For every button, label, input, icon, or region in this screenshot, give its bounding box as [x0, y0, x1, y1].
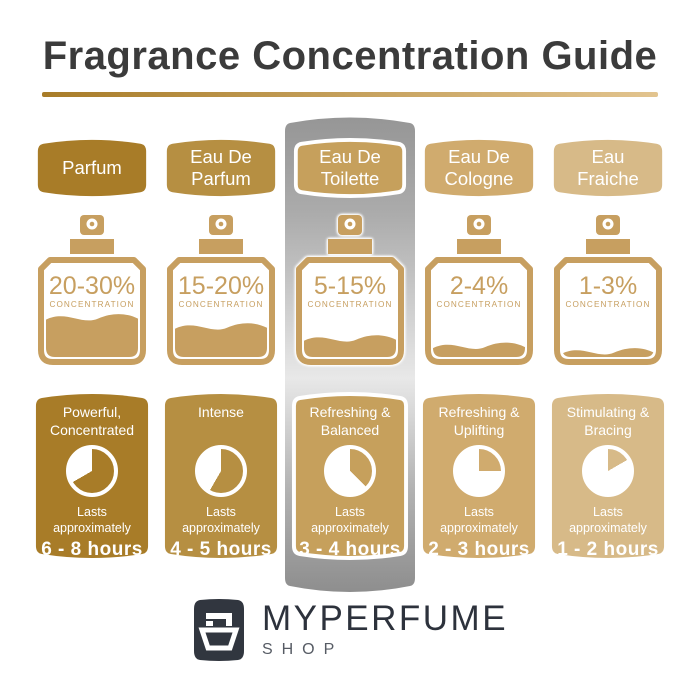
bottle-liquid-level — [562, 348, 654, 357]
perfume-bottle-icon: 20-30% CONCENTRATION — [38, 215, 146, 365]
lasts-label: Lasts approximately — [440, 505, 518, 536]
nozzle-dot — [605, 221, 611, 227]
duration-card: Refreshing & Balanced Lasts approximatel… — [291, 390, 409, 562]
concentration-label: CONCENTRATION — [307, 300, 392, 309]
bottle-cap — [328, 239, 372, 254]
bottle-body — [425, 257, 533, 365]
bottle-liquid-level — [46, 314, 138, 357]
duration-value: 4 - 5 hours — [170, 538, 272, 560]
concentration-value: 15-20% — [178, 272, 264, 300]
concentration-value: 5-15% — [314, 272, 386, 300]
duration-card: Stimulating & Bracing Lasts approximatel… — [549, 390, 667, 562]
column-title: Eau De Toilette — [319, 145, 381, 189]
column-header-badge: Parfum — [35, 137, 149, 199]
bottle-liquid-level — [175, 323, 267, 357]
duration-clock-icon — [195, 445, 247, 497]
duration-clock-icon — [66, 445, 118, 497]
concentration-label: CONCENTRATION — [436, 300, 521, 309]
nozzle-dot — [218, 221, 224, 227]
concentration-label: CONCENTRATION — [565, 300, 650, 309]
perfume-bottle-icon: 2-4% CONCENTRATION — [425, 215, 533, 365]
duration-card: Intense Lasts approximately 4 - 5 hours — [162, 390, 280, 562]
column-title: Eau Fraiche — [577, 145, 639, 189]
lasts-label: Lasts approximately — [182, 505, 260, 536]
bottle-bowl-glyph — [198, 627, 240, 651]
lasts-label: Lasts approximately — [53, 505, 131, 536]
perfume-bottle-icon: 1-3% CONCENTRATION — [554, 215, 662, 365]
title-underline — [42, 92, 658, 97]
logo-brand-name: MYPERFUME — [261, 599, 509, 639]
column-title: Eau De Parfum — [190, 145, 252, 189]
perfume-bottle-icon: 15-20% CONCENTRATION — [167, 215, 275, 365]
column-title: Eau De Cologne — [444, 145, 514, 189]
nozzle-dot — [476, 221, 482, 227]
column-eau-de-cologne: Eau De Cologne 2-4% CONCENTRATION Refres… — [419, 137, 539, 562]
character-label: Refreshing & Uplifting — [438, 404, 520, 439]
brand-logo: MYPERFUME SHOP — [0, 599, 700, 661]
character-label: Powerful, Concentrated — [49, 404, 135, 439]
bottle-cap — [457, 239, 501, 254]
character-label: Stimulating & Bracing — [566, 404, 650, 439]
nozzle-dot — [89, 221, 95, 227]
bottle-liquid-level — [304, 335, 396, 357]
duration-value: 6 - 8 hours — [41, 538, 143, 560]
concentration-value: 20-30% — [49, 272, 135, 300]
card-content: Powerful, Concentrated Lasts approximate… — [33, 390, 151, 562]
duration-clock-icon — [453, 445, 505, 497]
column-title: Parfum — [62, 156, 122, 178]
header-badge-shape — [293, 137, 407, 199]
concentration-value: 1-3% — [579, 272, 637, 300]
header-badge-shape — [424, 139, 534, 197]
card-content: Stimulating & Bracing Lasts approximatel… — [549, 390, 667, 562]
bottle-body — [554, 257, 662, 365]
card-content: Refreshing & Uplifting Lasts approximate… — [420, 390, 538, 562]
duration-card: Refreshing & Uplifting Lasts approximate… — [420, 390, 538, 562]
card-content: Refreshing & Balanced Lasts approximatel… — [291, 390, 409, 562]
column-eau-de-toilette: Eau De Toilette 5-15% CONCENTRATION Refr… — [290, 137, 410, 562]
logo-sub-name: SHOP — [261, 640, 344, 658]
concentration-label: CONCENTRATION — [178, 300, 263, 309]
nozzle-dot — [347, 221, 353, 227]
bottle-cap — [70, 239, 114, 254]
perfume-shop-logo-icon — [193, 599, 244, 661]
column-parfum: Parfum 20-30% CONCENTRATION Powerful, Co… — [32, 137, 152, 562]
card-content: Intense Lasts approximately 4 - 5 hours — [162, 390, 280, 562]
logo-text: MYPERFUME SHOP — [261, 599, 509, 659]
column-header-badge: Eau De Cologne — [422, 137, 536, 199]
column-header-badge: Eau De Toilette — [293, 137, 407, 199]
duration-clock-icon — [582, 445, 634, 497]
lasts-label: Lasts approximately — [311, 505, 389, 536]
bottle-cap — [199, 239, 243, 254]
duration-value: 2 - 3 hours — [428, 538, 530, 560]
header-badge-shape — [166, 139, 276, 197]
lasts-label: Lasts approximately — [569, 505, 647, 536]
character-label: Intense — [198, 404, 244, 420]
perfume-bottle-icon: 5-15% CONCENTRATION — [296, 215, 404, 365]
page-title: Fragrance Concentration Guide — [42, 34, 658, 78]
header-badge-shape — [553, 139, 663, 197]
concentration-label: CONCENTRATION — [49, 300, 134, 309]
column-header-badge: Eau De Parfum — [164, 137, 278, 199]
duration-value: 3 - 4 hours — [299, 538, 401, 560]
bottle-cap — [586, 239, 630, 254]
duration-card: Powerful, Concentrated Lasts approximate… — [33, 390, 151, 562]
duration-clock-icon — [324, 445, 376, 497]
concentration-value: 2-4% — [450, 272, 508, 300]
header-badge-shape — [37, 139, 147, 197]
duration-value: 1 - 2 hours — [557, 538, 659, 560]
bottle-liquid-level — [433, 342, 525, 357]
column-eau-de-parfum: Eau De Parfum 15-20% CONCENTRATION Inten… — [161, 137, 281, 562]
column-eau-fraiche: Eau Fraiche 1-3% CONCENTRATION Stimulati… — [548, 137, 668, 562]
character-label: Refreshing & Balanced — [309, 404, 391, 439]
column-header-badge: Eau Fraiche — [551, 137, 665, 199]
